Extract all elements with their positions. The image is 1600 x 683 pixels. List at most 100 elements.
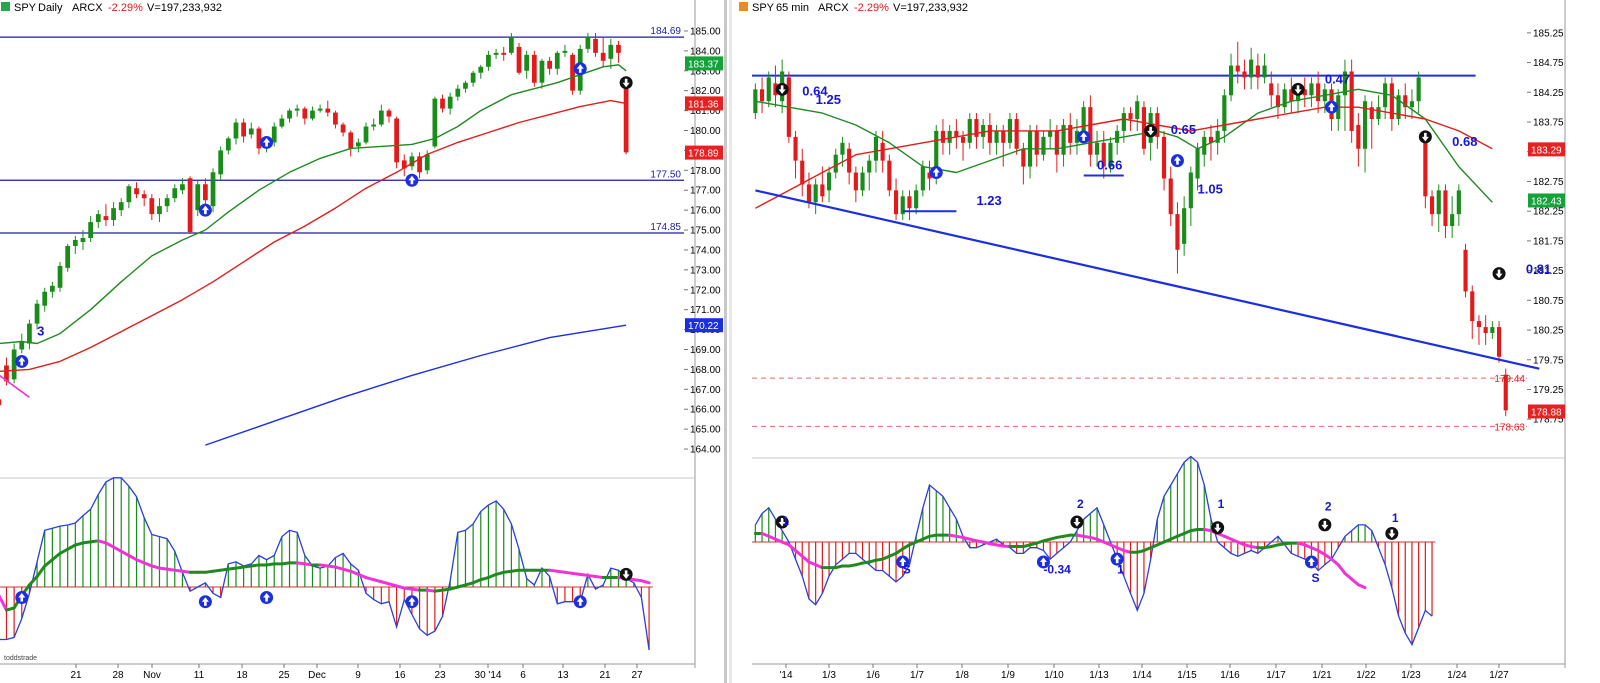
candle-body [180,184,185,191]
candle-body [867,160,872,173]
candle-body [947,130,952,143]
candle-body [50,285,55,292]
candle-body [203,184,208,201]
candle-body [348,132,354,149]
candle-body [1396,95,1401,120]
chart-badge-icon [1,2,10,11]
candle-body [279,118,285,127]
candle-body [1168,178,1173,215]
daily-y-tick-label: 178.00 [690,166,721,177]
intraday-osc-label: 1 [1392,511,1399,525]
candle-body [88,222,93,239]
daily-level-label: 174.85 [650,222,681,233]
daily-osc-buy-icon [15,591,29,604]
candle-body [585,36,591,49]
daily-y-tick-label: 167.00 [690,385,721,396]
candle-body [914,190,919,209]
daily-x-tick-label: 21 [599,670,611,681]
candle-body [773,83,778,96]
candle-body [141,194,147,199]
intraday-osc-sell-icon [1211,521,1225,535]
intraday-price-tag [1528,404,1565,419]
osc-signal-segment [1336,563,1347,575]
candle-body [833,154,838,173]
candle-body [820,184,825,197]
candle-body [218,150,224,175]
intraday-y-axis: 185.25184.75184.25183.75183.25182.75182.… [1527,28,1564,426]
daily-osc-buy-icon-glyph [263,593,271,602]
candle-body [4,365,9,382]
intraday-sell-marker-icon-glyph [1294,85,1302,94]
intraday-buy-marker-icon-glyph [932,168,940,177]
daily-y-tick-label: 185.00 [690,26,721,37]
intraday-header: SPY 65 min ARCX -2.29% V=197,233,932 [739,2,968,14]
intraday-oscillator: 1 S 2 -0.34 1 1 S 2 1 [752,455,1436,647]
daily-osc-buy-icon [198,595,212,609]
candle-body [616,44,621,53]
intraday-buy-marker-icon-glyph [1080,132,1088,141]
candle-body [340,124,346,133]
intraday-annotation: 0.81 [1526,262,1551,277]
intraday-sell-marker-icon [775,82,789,96]
daily-header-exchange: ARCX [72,2,103,14]
candle-body [1161,136,1167,179]
daily-x-tick-label: 9 [355,670,361,681]
candle-body [1128,113,1133,120]
intraday-dashed-level-label: 178.63 [1494,422,1525,433]
candle-body [1074,130,1080,143]
candle-body [554,52,560,69]
daily-x-tick-label: 30 '14 [475,670,502,681]
daily-x-tick-label: 28 [112,670,124,681]
daily-osc-buy-icon-glyph [576,597,584,606]
candle-body [157,206,162,215]
daily-buy-marker-icon [573,62,587,76]
candle-body [1403,95,1408,108]
intraday-x-tick-label: 1/16 [1220,670,1240,681]
intraday-sell-marker-icon-glyph [1495,269,1503,279]
intraday-buy-marker-icon [929,166,943,180]
intraday-y-tick-label: 182.75 [1533,177,1564,188]
candle-body [470,72,476,83]
daily-y-tick-label: 165.00 [690,425,721,436]
daily-y-tick-label: 184.00 [690,46,721,57]
candle-body [562,50,568,53]
candle-body [1389,83,1394,120]
candle-body [134,188,139,195]
intraday-y-tick-label: 184.75 [1533,58,1564,69]
intraday-annotation: 1.23 [976,193,1001,208]
candle-body [1188,172,1193,209]
candle-body [907,196,912,209]
daily-osc-sell-icon-glyph [622,570,630,579]
intraday-x-tick-label: 1/3 [822,670,836,681]
candle-body [860,172,865,191]
candle-body [1443,190,1448,227]
osc-signal-segment [50,551,62,562]
candle-body [1001,130,1006,143]
candle-body [19,341,25,350]
osc-signal-segment [35,564,47,578]
intraday-y-tick-label: 182.25 [1533,207,1564,218]
candle-body [967,119,972,143]
daily-price-tag-label: 178.89 [688,149,719,160]
intraday-buy-marker-icon-glyph [1328,102,1336,112]
candle-body [1416,77,1421,102]
candle-body [1242,71,1247,78]
daily-y-tick-label: 175.00 [690,226,721,237]
candle-body [893,190,899,215]
candle-body [873,136,879,161]
candle-body [1503,374,1508,411]
daily-x-tick-label: Nov [143,670,161,681]
candle-body [210,172,216,207]
intraday-osc-buy-icon [1110,552,1124,566]
daily-ma-200 [205,324,627,446]
candle-body [0,399,2,406]
intraday-sell-marker-icon [1418,130,1432,144]
intraday-sell-marker-icon [1291,82,1305,96]
candle-body [1262,65,1267,78]
candle-body [1309,83,1314,96]
daily-x-tick-label: 11 [194,670,205,681]
intraday-osc-buy-icon-glyph [1307,557,1315,566]
candle-body [934,130,939,179]
daily-buy-marker-icon-glyph [408,175,416,185]
candle-body [1470,291,1475,322]
